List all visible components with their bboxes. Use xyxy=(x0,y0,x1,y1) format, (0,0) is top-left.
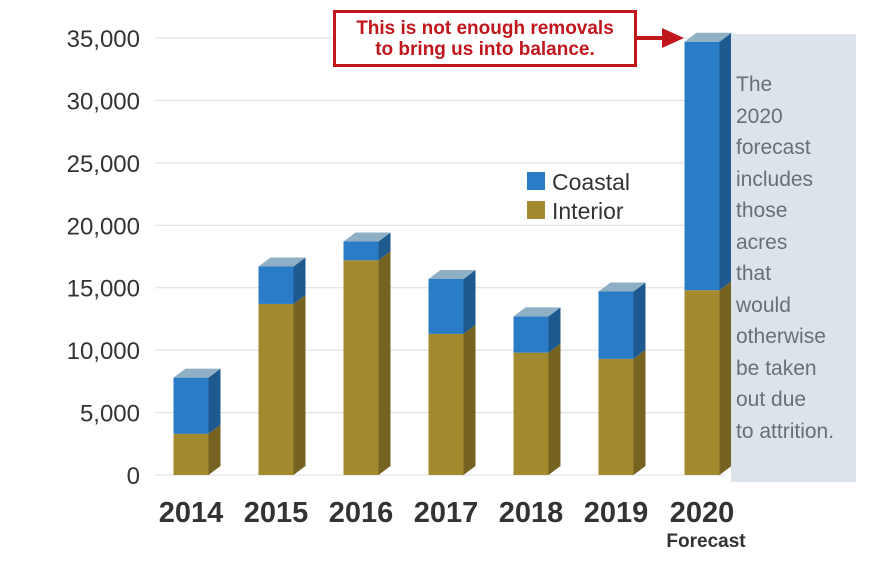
x-category-2019: 2019 xyxy=(584,497,649,529)
note-line: The xyxy=(736,73,773,96)
bar-side-interior-2020 xyxy=(719,281,732,475)
bar-interior-2019 xyxy=(598,358,634,475)
bar-side-interior-2015 xyxy=(293,294,306,475)
note-line: includes xyxy=(736,167,814,191)
bar-coastal-2017 xyxy=(428,278,464,334)
x-category-2018: 2018 xyxy=(499,497,564,529)
callout-box: This is not enough removals to bring us … xyxy=(333,10,637,67)
y-axis-ticks: 0 5,000 10,000 15,000 20,000 25,000 30,000 35,0… xyxy=(67,26,140,490)
bar-top-2020 xyxy=(684,32,732,42)
bars xyxy=(173,32,732,475)
bar-coastal-2016 xyxy=(343,241,379,261)
bar-side-interior-2018 xyxy=(548,343,561,475)
bar-interior-2017 xyxy=(428,333,464,475)
bar-side-coastal-2019 xyxy=(633,282,646,359)
note-line: would xyxy=(736,293,791,317)
legend-swatch-interior xyxy=(527,201,545,219)
bar-side-interior-2016 xyxy=(378,251,391,475)
note-line: be taken xyxy=(736,356,817,380)
bar-side-coastal-2020 xyxy=(719,32,732,291)
bar-interior-2016 xyxy=(343,260,379,475)
bar-interior-2015 xyxy=(258,303,294,475)
x-category-2020: 2020 xyxy=(670,497,735,529)
note-line: otherwise xyxy=(736,325,826,348)
bar-side-coastal-2014 xyxy=(208,368,221,434)
callout-line: This is not enough removals xyxy=(356,18,614,39)
note-line: out due xyxy=(736,388,807,411)
bar-coastal-2018 xyxy=(513,316,549,353)
bar-interior-2020 xyxy=(684,290,720,475)
bar-top-2016 xyxy=(343,232,391,242)
legend-label-coastal: Coastal xyxy=(552,169,630,195)
bar-side-coastal-2016 xyxy=(378,232,391,261)
y-tick-label: 0 xyxy=(127,463,140,490)
bar-interior-2018 xyxy=(513,352,549,475)
bar-top-2015 xyxy=(258,257,306,267)
y-tick-label: 25,000 xyxy=(67,151,140,178)
bar-top-2014 xyxy=(173,368,221,378)
note-line: forecast xyxy=(736,136,811,159)
y-tick-label: 10,000 xyxy=(67,338,140,365)
x-category-2017: 2017 xyxy=(414,497,479,529)
bar-side-coastal-2018 xyxy=(548,307,561,353)
y-tick-label: 30,000 xyxy=(67,88,140,115)
note-line: 2020 xyxy=(736,104,783,128)
callout-line: to bring us into balance. xyxy=(375,39,595,60)
note-line: that xyxy=(736,262,772,285)
x-category-sublabel: Forecast xyxy=(666,531,746,552)
bar-side-interior-2014 xyxy=(208,424,221,475)
y-tick-label: 35,000 xyxy=(67,26,140,53)
y-tick-label: 20,000 xyxy=(67,213,140,240)
legend-label-interior: Interior xyxy=(552,198,624,224)
x-category-2015: 2015 xyxy=(244,497,309,529)
bar-interior-2014 xyxy=(173,433,209,475)
bar-side-coastal-2017 xyxy=(463,269,476,334)
bar-side-interior-2019 xyxy=(633,349,646,475)
bar-coastal-2015 xyxy=(258,266,294,304)
note-line: to attrition. xyxy=(736,419,835,443)
bar-top-2017 xyxy=(428,269,476,279)
x-category-2016: 2016 xyxy=(329,497,394,529)
y-tick-label: 15,000 xyxy=(67,276,140,303)
bar-coastal-2020 xyxy=(684,41,720,291)
legend: Coastal Interior xyxy=(527,169,630,224)
bar-side-coastal-2015 xyxy=(293,257,306,304)
legend-swatch-coastal xyxy=(527,172,545,190)
note-panel xyxy=(731,34,856,482)
note-line: those xyxy=(736,199,788,222)
bar-side-interior-2017 xyxy=(463,324,476,475)
x-category-2014: 2014 xyxy=(159,497,224,529)
bar-coastal-2019 xyxy=(598,291,634,359)
y-tick-label: 5,000 xyxy=(80,401,140,428)
note-line: acres xyxy=(736,230,788,254)
bar-top-2018 xyxy=(513,307,561,317)
bar-top-2019 xyxy=(598,282,646,292)
forecast-note: The 2020 forecast includes those acres t… xyxy=(736,69,854,447)
bar-coastal-2014 xyxy=(173,377,209,434)
